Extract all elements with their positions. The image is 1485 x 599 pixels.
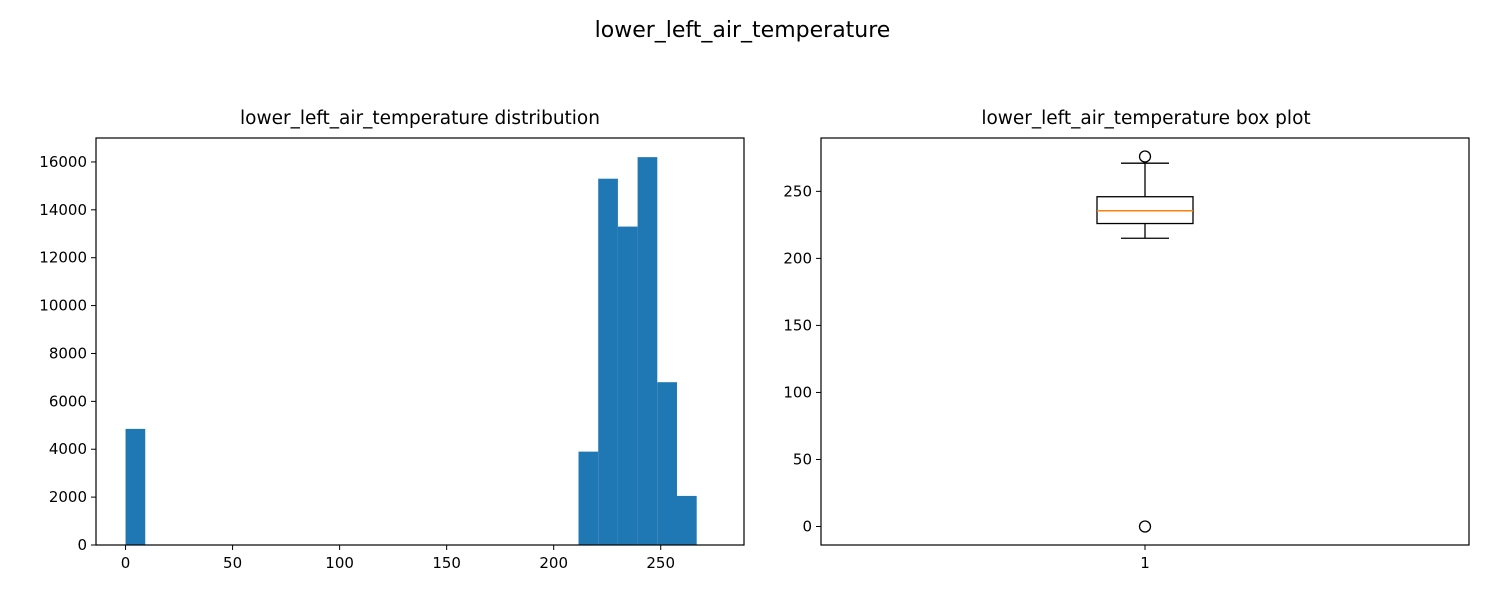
histogram-x-tick-label: 150 [432,554,461,572]
histogram-frame [95,137,745,546]
histogram-title: lower_left_air_temperature distribution [240,108,600,129]
histogram-y-tick-label: 4000 [49,440,87,458]
histogram-y-tick-label: 2000 [49,488,87,506]
histogram-y-tick-label: 16000 [39,153,87,171]
figure-suptitle: lower_left_air_temperature [595,18,891,43]
boxplot-x-tick-label: 1 [1140,554,1150,572]
histogram-x-tick-label: 0 [121,554,131,572]
boxplot-y-tick-label: 250 [783,182,812,200]
histogram-bar [125,428,146,545]
boxplot-axes: lower_left_air_temperature box plot 1 0 5… [783,108,1470,572]
histogram-bar [657,382,677,545]
boxplot-y-ticks: 0 50 100 150 200 250 [783,182,821,536]
boxplot-y-tick-label: 50 [793,450,812,468]
histogram-y-tick-label: 12000 [39,249,87,267]
boxplot-y-tick-label: 100 [783,383,812,401]
histogram-x-tick-label: 200 [539,554,568,572]
histogram-bar [617,226,638,546]
histogram-y-tick-label: 0 [77,536,87,554]
boxplot-y-tick-label: 150 [783,316,812,334]
boxplot-y-tick-label: 200 [783,249,812,267]
boxplot-title: lower_left_air_temperature box plot [981,108,1310,129]
boxplot-outlier [1138,150,1152,163]
histogram-x-ticks: 0 50 100 150 200 250 [121,545,675,572]
histogram-y-tick-label: 10000 [39,297,87,315]
histogram-axes: lower_left_air_temperature distribution … [39,108,745,572]
boxplot-frame [820,137,1470,546]
histogram-x-tick-label: 100 [325,554,354,572]
histogram-bar [637,157,658,545]
histogram-bar [676,495,697,545]
histogram-bar [598,178,618,545]
histogram-bars [125,157,697,546]
histogram-y-tick-label: 14000 [39,201,87,219]
boxplot-body [1096,150,1194,533]
histogram-bar [578,451,599,545]
histogram-y-tick-label: 8000 [49,344,87,362]
boxplot-x-ticks: 1 [1140,545,1150,572]
boxplot-outlier [1138,520,1152,533]
histogram-x-tick-label: 50 [223,554,242,572]
histogram-y-tick-label: 6000 [49,392,87,410]
histogram-x-tick-label: 250 [646,554,675,572]
histogram-y-ticks: 0 2000 4000 6000 8000 10000 12000 14000 16000 [39,153,96,554]
boxplot-y-tick-label: 0 [802,518,812,536]
